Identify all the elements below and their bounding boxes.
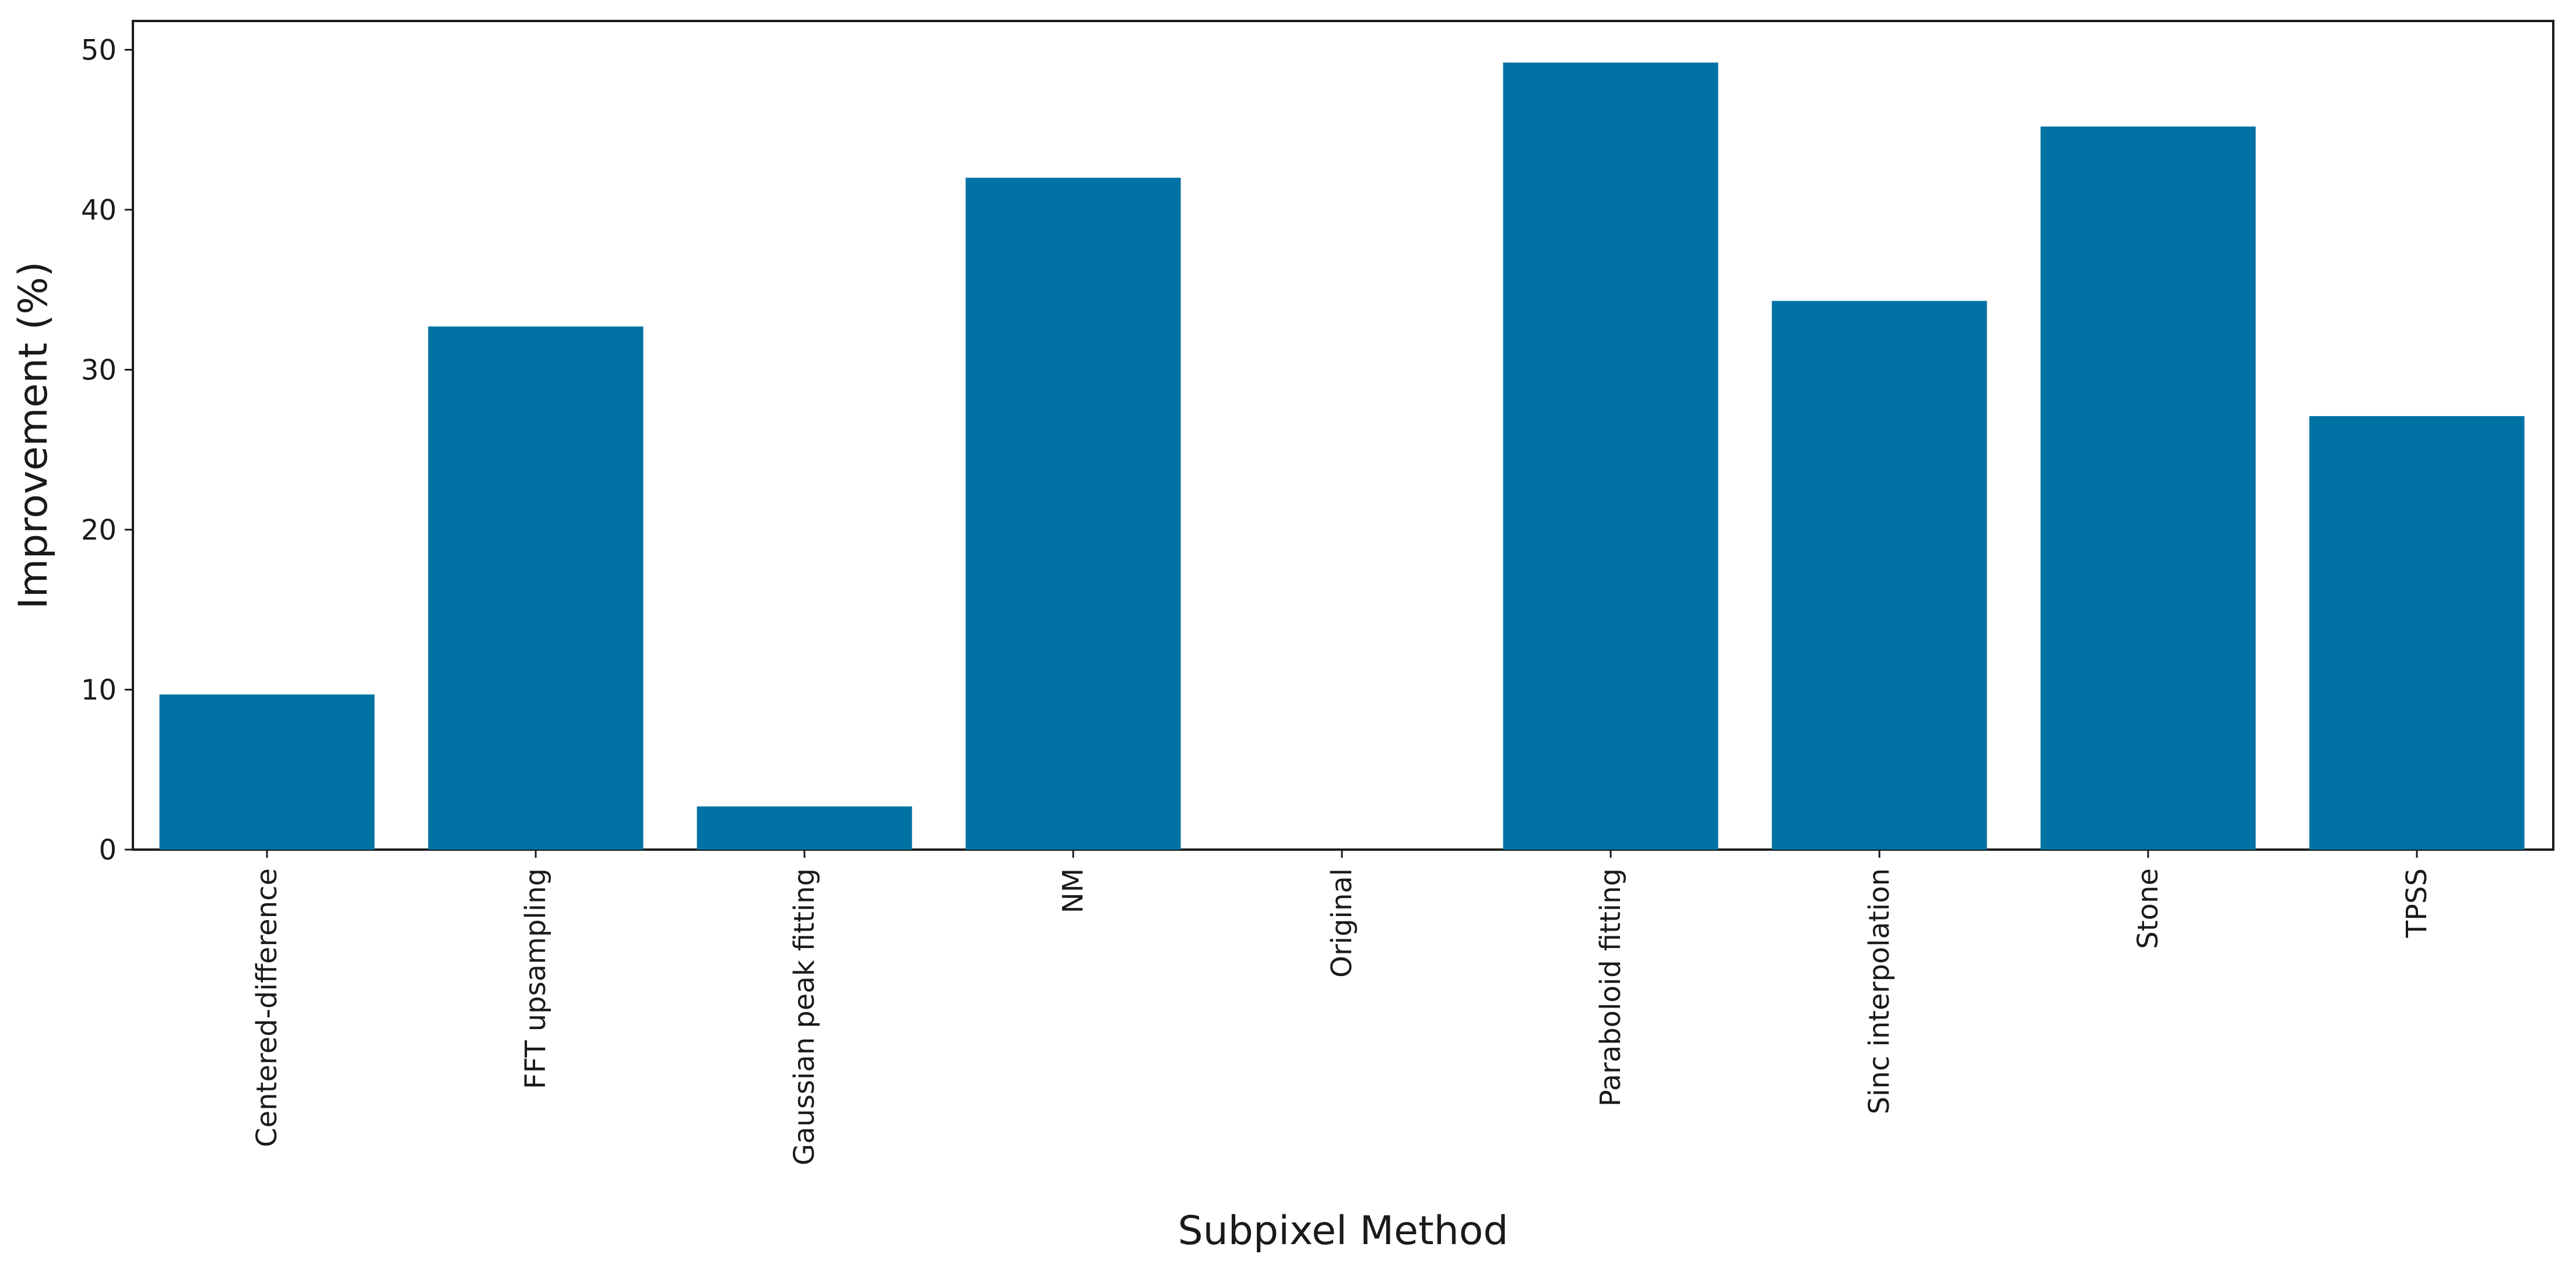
bar-3 [965,178,1181,850]
bar-6 [1772,301,1987,850]
bar-0 [159,694,375,850]
x-tick-label: TPSS [2401,868,2433,938]
bar-7 [2040,126,2256,850]
x-axis-title: Subpixel Method [1178,1208,1508,1254]
bar-8 [2309,416,2525,850]
y-axis-ticks: 0 10 20 30 40 50 [81,34,133,867]
bars-group [159,62,2525,850]
y-tick-label: 20 [81,514,117,547]
y-tick-label: 50 [81,34,117,66]
y-tick-label: 0 [99,834,117,867]
x-tick-label: Paraboloid fitting [1594,868,1627,1107]
y-tick-label: 40 [81,194,117,227]
x-axis-ticks: Centered-difference FFT upsampling Gaussia… [251,850,2433,1165]
x-tick-label: Gaussian peak fitting [788,868,821,1165]
y-tick-label: 10 [81,674,117,706]
x-tick-label: NM [1057,868,1090,913]
bar-2 [697,806,912,850]
x-tick-label: FFT upsampling [519,868,552,1089]
x-tick-label: Centered-difference [251,868,283,1147]
x-tick-label: Sinc interpolation [1863,868,1896,1114]
plot-frame [132,20,2554,851]
y-axis-title: Improvement (%) [10,262,57,610]
y-tick-label: 30 [81,354,117,386]
bar-5 [1503,62,1718,850]
bar-1 [428,326,644,850]
x-tick-label: Original [1326,868,1358,978]
x-tick-label: Stone [2132,868,2164,949]
